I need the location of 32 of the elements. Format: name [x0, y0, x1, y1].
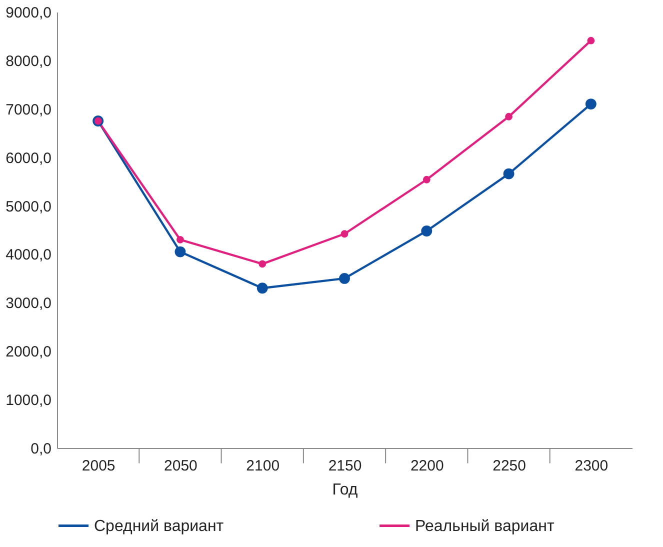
x-tick-label: 2200 [410, 458, 444, 474]
legend-label: Средний вариант [94, 518, 224, 535]
y-tick-label: 7000,0 [6, 101, 52, 118]
point [339, 272, 350, 284]
y-tick-label: 8000,0 [6, 52, 52, 70]
x-tick-label: 2005 [82, 458, 116, 474]
x-tick-label: 2250 [492, 458, 526, 474]
point [505, 112, 512, 120]
x-tick-label: 2150 [328, 458, 362, 474]
point [174, 246, 186, 258]
y-tick-label: 0,0 [30, 440, 52, 458]
y-tick-label: 6000,0 [6, 150, 52, 167]
point [585, 98, 596, 110]
y-tick-label: 1000,0 [6, 392, 52, 410]
legend-label: Реальный вариант [415, 518, 555, 535]
point [503, 168, 514, 180]
y-tick-label: 3000,0 [6, 295, 52, 312]
point [256, 282, 268, 294]
x-tick-label: 2300 [574, 458, 608, 474]
point [422, 176, 430, 184]
y-tick-label: 9000,0 [6, 4, 52, 22]
x-tick-label: 2050 [164, 458, 198, 474]
point [176, 236, 184, 244]
point [421, 226, 432, 236]
point [258, 260, 266, 268]
point [340, 230, 348, 238]
point [587, 36, 595, 44]
y-tick-label: 2000,0 [6, 344, 52, 361]
y-tick-label: 4000,0 [6, 246, 52, 264]
x-axis-title: Год [332, 482, 358, 498]
y-tick-label: 5000,0 [6, 198, 52, 216]
x-tick-label: 2100 [246, 458, 280, 474]
